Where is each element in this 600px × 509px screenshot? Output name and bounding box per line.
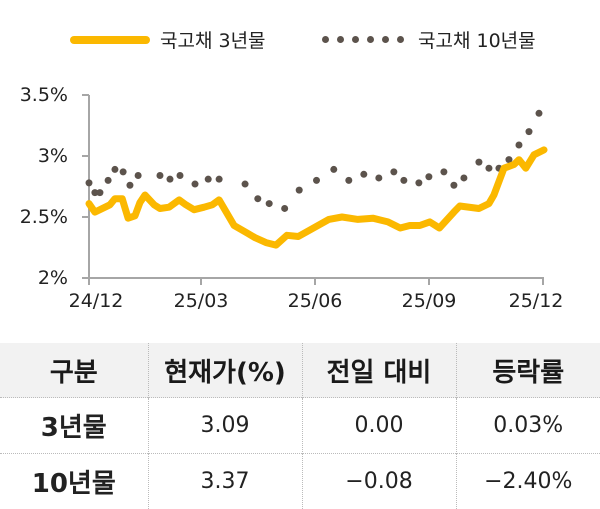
- header-category: 구분: [0, 343, 148, 398]
- legend-label-3y: 국고채 3년물: [160, 26, 266, 53]
- y-tick-label: 3.5%: [20, 84, 68, 106]
- table-row: 10년물 3.37 −0.08 −2.40%: [0, 454, 600, 509]
- header-price: 현재가(%): [148, 343, 302, 398]
- x-tick-label: 25/06: [288, 290, 343, 312]
- legend-item-3y: 국고채 3년물: [70, 26, 266, 53]
- y-tick-label: 2.5%: [20, 206, 68, 228]
- x-tick-label: 25/12: [509, 290, 564, 312]
- price-cell: 3.09: [148, 398, 302, 454]
- y-tick-label: 2%: [38, 267, 68, 289]
- series-3y-line: [89, 150, 544, 245]
- series-10y-dots: [86, 110, 543, 212]
- rate-cell: 0.03%: [456, 398, 600, 454]
- chart-legend: 국고채 3년물 국고채 10년물: [0, 0, 600, 70]
- price-cell: 3.37: [148, 454, 302, 509]
- x-tick-label: 24/12: [69, 290, 124, 312]
- rate-cell: −2.40%: [456, 454, 600, 509]
- legend-solid-line-icon: [70, 36, 150, 44]
- x-tick-label: 25/03: [174, 290, 229, 312]
- row-label: 10년물: [0, 454, 148, 509]
- legend-label-10y: 국고채 10년물: [418, 26, 536, 53]
- table-header-row: 구분 현재가(%) 전일 대비 등락률: [0, 343, 600, 398]
- legend-dotted-line-icon: [322, 36, 404, 43]
- table-row: 3년물 3.09 0.00 0.03%: [0, 398, 600, 454]
- header-change: 전일 대비: [302, 343, 456, 398]
- change-cell: −0.08: [302, 454, 456, 509]
- y-tick-label: 3%: [38, 145, 68, 167]
- x-tick-label: 25/09: [402, 290, 457, 312]
- header-rate: 등락률: [456, 343, 600, 398]
- line-chart: 3.5% 3% 2.5% 2% 24/12 25/03 25/06 25/09 …: [0, 70, 600, 340]
- row-label: 3년물: [0, 398, 148, 454]
- change-cell: 0.00: [302, 398, 456, 454]
- chart-axes: [82, 95, 544, 285]
- legend-item-10y: 국고채 10년물: [322, 26, 536, 53]
- yield-table: 구분 현재가(%) 전일 대비 등락률 3년물 3.09 0.00 0.03% …: [0, 343, 600, 509]
